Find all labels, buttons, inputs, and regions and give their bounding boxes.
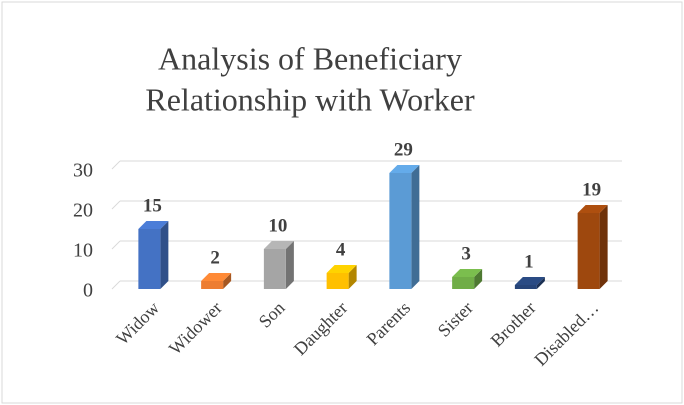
value-label: 10 [268,215,287,236]
bar-top [326,265,357,273]
bar-side [223,273,232,289]
value-label: 19 [582,179,601,200]
bar-side [474,269,483,289]
y-tick-label: 20 [73,200,93,222]
bar-top [577,205,608,213]
bar [201,281,224,289]
bar [452,277,475,289]
bar-side [285,241,294,289]
value-label: 4 [336,239,346,260]
grid-line [111,280,121,290]
bar-top [201,273,232,281]
value-label: 1 [524,251,534,272]
bar-side [536,277,545,289]
bar-top [263,241,294,249]
grid-line [111,240,121,250]
bar-side [599,205,608,289]
value-label: 15 [143,195,162,216]
bar [263,249,286,289]
y-tick-label: 10 [73,240,93,262]
chart-title-line: Relationship with Worker [145,81,475,117]
bar-top [514,277,545,285]
bar [326,273,349,289]
bar [138,229,161,289]
grid-line [111,200,121,210]
value-label: 3 [461,243,471,264]
bar-top [138,221,169,229]
chart-title-line: Analysis of Beneficiary [158,40,462,76]
bar [389,173,412,289]
bar [514,285,537,289]
bar-top [389,165,420,173]
bar [577,213,600,289]
bar-side [160,221,169,289]
bar-top [452,269,483,277]
grid-line [111,160,121,170]
bar-side [411,165,420,289]
value-label: 2 [210,247,220,268]
value-label: 29 [394,139,413,160]
y-tick-label: 30 [73,160,93,182]
y-tick-label: 0 [83,280,93,302]
